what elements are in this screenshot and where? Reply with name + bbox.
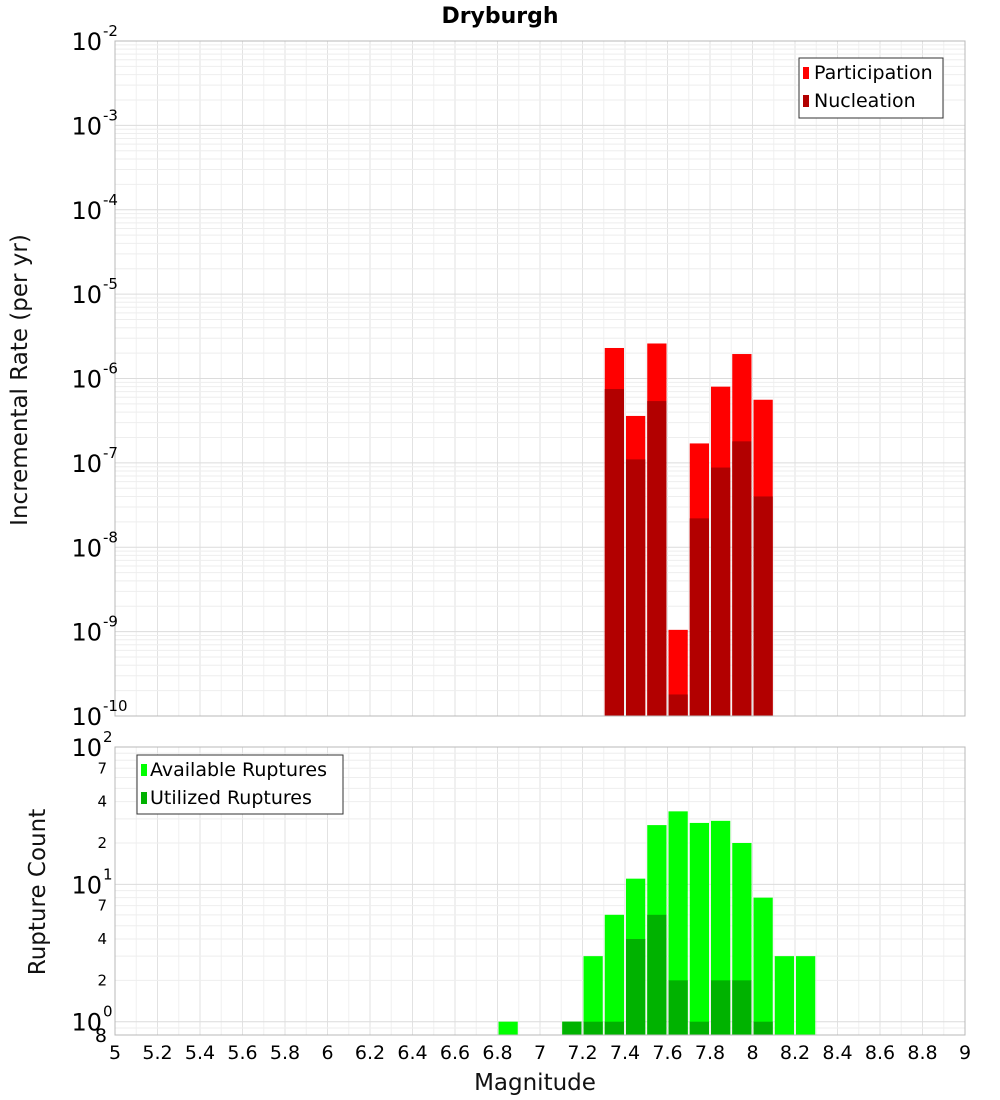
top-y-tick-base: 10	[71, 112, 102, 140]
x-tick-label: 8	[746, 1042, 758, 1064]
top-y-tick-exponent: -5	[103, 275, 118, 293]
nucleation-bar	[604, 389, 624, 716]
bottom-y-tick-base: 10	[71, 1009, 102, 1037]
available-ruptures-bar	[774, 956, 794, 1035]
x-tick-label: 6.8	[482, 1042, 512, 1064]
x-tick-label: 7	[534, 1042, 546, 1064]
top-y-tick-exponent: -7	[103, 444, 118, 462]
top-y-tick-exponent: -8	[103, 528, 118, 546]
bottom-y-axis-label: Rupture Count	[25, 809, 51, 975]
utilized-ruptures-bar	[689, 1021, 709, 1035]
utilized-ruptures-bar	[562, 1021, 582, 1035]
utilized-ruptures-bar	[604, 1021, 624, 1035]
plot-border-bottom	[114, 746, 966, 1036]
top-y-tick-exponent: -2	[103, 22, 118, 40]
participation-bar	[668, 629, 688, 716]
available-ruptures-bar	[583, 956, 603, 1035]
x-tick-label: 7.4	[610, 1042, 640, 1064]
x-tick-label: 6.4	[397, 1042, 427, 1064]
bottom-y-minor-tick-label: 4	[97, 793, 107, 811]
plot-border-top	[114, 40, 966, 717]
top-y-tick-base: 10	[71, 619, 102, 647]
x-axis-label: Magnitude	[474, 1070, 596, 1096]
top-y-tick-base: 10	[71, 450, 102, 478]
available-ruptures-bar	[498, 1021, 518, 1035]
utilized-ruptures-bar	[753, 1021, 773, 1035]
x-tick-label: 5	[109, 1042, 121, 1064]
bottom-y-minor-tick-label: 4	[97, 930, 107, 948]
utilized-ruptures-bar	[711, 980, 731, 1035]
available-ruptures-bar	[689, 822, 709, 1035]
x-tick-label: 7.2	[567, 1042, 597, 1064]
nucleation-bar	[689, 518, 709, 716]
x-tick-label: 7.6	[652, 1042, 682, 1064]
nucleation-bar	[732, 441, 752, 716]
x-tick-label: 8.6	[865, 1042, 895, 1064]
available-ruptures-bar	[796, 956, 816, 1035]
top-y-tick-base: 10	[71, 197, 102, 225]
nucleation-legend-swatch	[803, 95, 809, 107]
x-tick-label: 6	[321, 1042, 333, 1064]
bottom-y-tick-exponent: 0	[103, 1003, 113, 1021]
x-tick-label: 7.8	[695, 1042, 725, 1064]
top-y-tick-base: 10	[71, 703, 102, 731]
top-y-tick-exponent: -6	[103, 360, 118, 378]
x-tick-label: 5.4	[185, 1042, 215, 1064]
nucleation-legend-label: Nucleation	[814, 90, 916, 112]
utilized-ruptures-bar	[583, 1021, 603, 1035]
top-y-tick-base: 10	[71, 534, 102, 562]
top-y-tick-exponent: -3	[103, 106, 118, 124]
utilized-ruptures-legend-swatch	[141, 792, 147, 804]
available-ruptures-bar	[668, 811, 688, 1035]
x-tick-label: 9	[959, 1042, 971, 1064]
nucleation-bar	[668, 694, 688, 716]
bottom-y-tick-base: 10	[71, 734, 102, 762]
top-y-axis-label: Incremental Rate (per yr)	[7, 234, 33, 526]
chart-title: Dryburgh	[441, 4, 558, 29]
available-ruptures-bar	[604, 914, 624, 1035]
participation-legend-swatch	[803, 67, 809, 79]
bottom-y-minor-tick-label: 7	[97, 897, 107, 915]
x-tick-label: 5.2	[142, 1042, 172, 1064]
x-tick-label: 6.6	[440, 1042, 470, 1064]
top-y-tick-base: 10	[71, 281, 102, 309]
x-tick-label: 6.2	[355, 1042, 385, 1064]
bottom-y-tick-label: 8	[95, 1025, 107, 1047]
bottom-y-tick-exponent: 1	[103, 865, 113, 883]
available-ruptures-bar	[753, 897, 773, 1035]
nucleation-bar	[711, 467, 731, 716]
bottom-y-minor-tick-label: 7	[97, 759, 107, 777]
bottom-y-tick-base: 10	[71, 871, 102, 899]
participation-legend-label: Participation	[814, 62, 933, 84]
top-legend-box	[798, 57, 944, 119]
top-y-tick-base: 10	[71, 28, 102, 56]
utilized-ruptures-bar	[668, 980, 688, 1035]
utilized-ruptures-bar	[732, 980, 752, 1035]
x-tick-label: 5.8	[270, 1042, 300, 1064]
top-y-tick-exponent: -4	[103, 191, 118, 209]
x-tick-label: 5.6	[227, 1042, 257, 1064]
utilized-ruptures-legend-label: Utilized Ruptures	[150, 787, 312, 809]
nucleation-bar	[626, 459, 646, 716]
top-y-tick-exponent: -10	[103, 697, 128, 715]
nucleation-bar	[647, 401, 667, 716]
top-y-tick-base: 10	[71, 366, 102, 394]
x-tick-label: 8.8	[907, 1042, 937, 1064]
bottom-y-minor-tick-label: 2	[97, 971, 107, 989]
available-ruptures-legend-swatch	[141, 764, 147, 776]
x-tick-label: 8.2	[780, 1042, 810, 1064]
bottom-y-tick-exponent: 2	[103, 728, 113, 746]
top-y-tick-exponent: -9	[103, 613, 118, 631]
nucleation-bar	[753, 496, 773, 716]
bottom-legend-box	[136, 754, 344, 815]
utilized-ruptures-bar	[626, 939, 646, 1035]
x-tick-label: 8.4	[822, 1042, 852, 1064]
bottom-y-minor-tick-label: 2	[97, 834, 107, 852]
utilized-ruptures-bar	[647, 914, 667, 1035]
available-ruptures-legend-label: Available Ruptures	[150, 759, 327, 781]
